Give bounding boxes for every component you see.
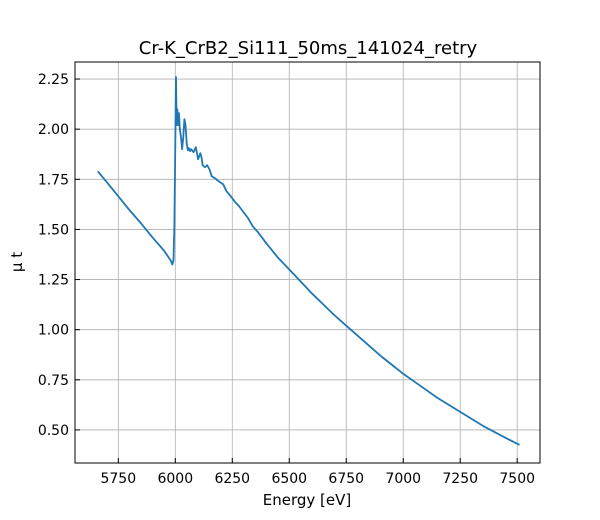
x-tick-label: 6000 [157,471,193,487]
y-axis-label: μ t [8,252,26,272]
y-tick-label: 0.50 [38,423,69,439]
y-tick-label: 1.00 [38,323,69,339]
x-tick-label: 7250 [442,471,478,487]
x-tick-label: 6750 [328,471,364,487]
y-tick-label: 1.25 [38,273,69,289]
y-tick-label: 1.50 [38,222,69,238]
grid-lines [75,62,540,463]
x-axis-ticks: 5750 6000 6250 6500 6750 7000 7250 7500 [100,458,535,487]
y-axis-ticks: 0.50 0.75 1.00 1.25 1.50 1.75 2.00 2.25 [38,72,80,439]
plot-frame [74,61,541,464]
chart-title: Cr-K_CrB2_Si111_50ms_141024_retry [139,38,478,59]
x-tick-label: 7500 [499,471,535,487]
y-tick-label: 1.75 [38,172,69,188]
y-tick-label: 2.25 [38,72,69,88]
y-tick-label: 0.75 [38,373,69,389]
x-tick-label: 6250 [214,471,250,487]
series-line [97,76,520,446]
x-tick-label: 7000 [385,471,421,487]
y-tick-label: 2.00 [38,122,69,138]
x-tick-label: 6500 [271,471,307,487]
x-tick-label: 5750 [100,471,136,487]
x-axis-label: Energy [eV] [263,491,351,509]
